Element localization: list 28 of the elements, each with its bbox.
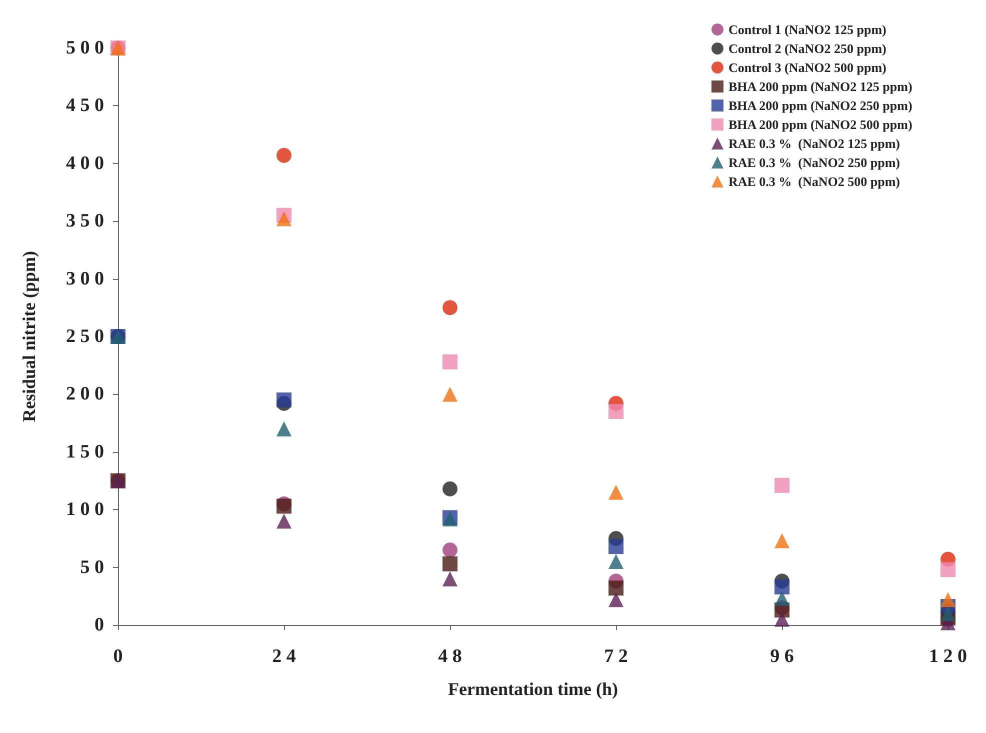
y-tick-label: 3 5 0 xyxy=(66,210,104,232)
y-tick-label: 3 0 0 xyxy=(66,268,104,290)
x-tick-label: 9 6 xyxy=(770,646,794,667)
y-tick-label: 0 xyxy=(94,614,104,636)
x-tick-label: 4 8 xyxy=(438,646,462,667)
y-tick-label: 2 5 0 xyxy=(66,326,104,347)
x-tick-label: 7 2 xyxy=(604,646,628,667)
legend-label: RAE 0.3 % (NaNO2 500 ppm) xyxy=(728,174,900,189)
x-tick-label: 0 xyxy=(113,646,123,667)
y-tick-label: 4 5 0 xyxy=(66,95,104,116)
y-axis-title: Residual nitrite (ppm) xyxy=(19,250,39,422)
legend-label: BHA 200 ppm (NaNO2 500 ppm) xyxy=(728,117,912,132)
legend-label: RAE 0.3 % (NaNO2 125 ppm) xyxy=(728,136,900,151)
y-tick-label: 5 0 0 xyxy=(66,38,104,58)
legend-label: Control 2 (NaNO2 250 ppm) xyxy=(728,41,886,56)
y-tick-label: 4 0 0 xyxy=(66,152,104,174)
y-tick-label: 5 0 xyxy=(80,556,104,578)
legend-label: BHA 200 ppm (NaNO2 125 ppm) xyxy=(728,79,912,94)
y-tick-label: 1 0 0 xyxy=(66,499,104,520)
y-tick-label: 1 5 0 xyxy=(66,441,104,462)
y-tick-label: 2 0 0 xyxy=(66,384,104,405)
legend-label: Control 1 (NaNO2 125 ppm) xyxy=(728,22,886,37)
x-tick-label: 2 4 xyxy=(272,646,296,667)
legend-label: BHA 200 ppm (NaNO2 250 ppm) xyxy=(728,98,912,113)
legend-label: RAE 0.3 % (NaNO2 250 ppm) xyxy=(728,155,900,170)
x-axis-title: Fermentation time (h) xyxy=(448,679,618,699)
x-tick-label: 1 2 0 xyxy=(929,646,967,667)
legend-label: Control 3 (NaNO2 500 ppm) xyxy=(728,60,886,75)
